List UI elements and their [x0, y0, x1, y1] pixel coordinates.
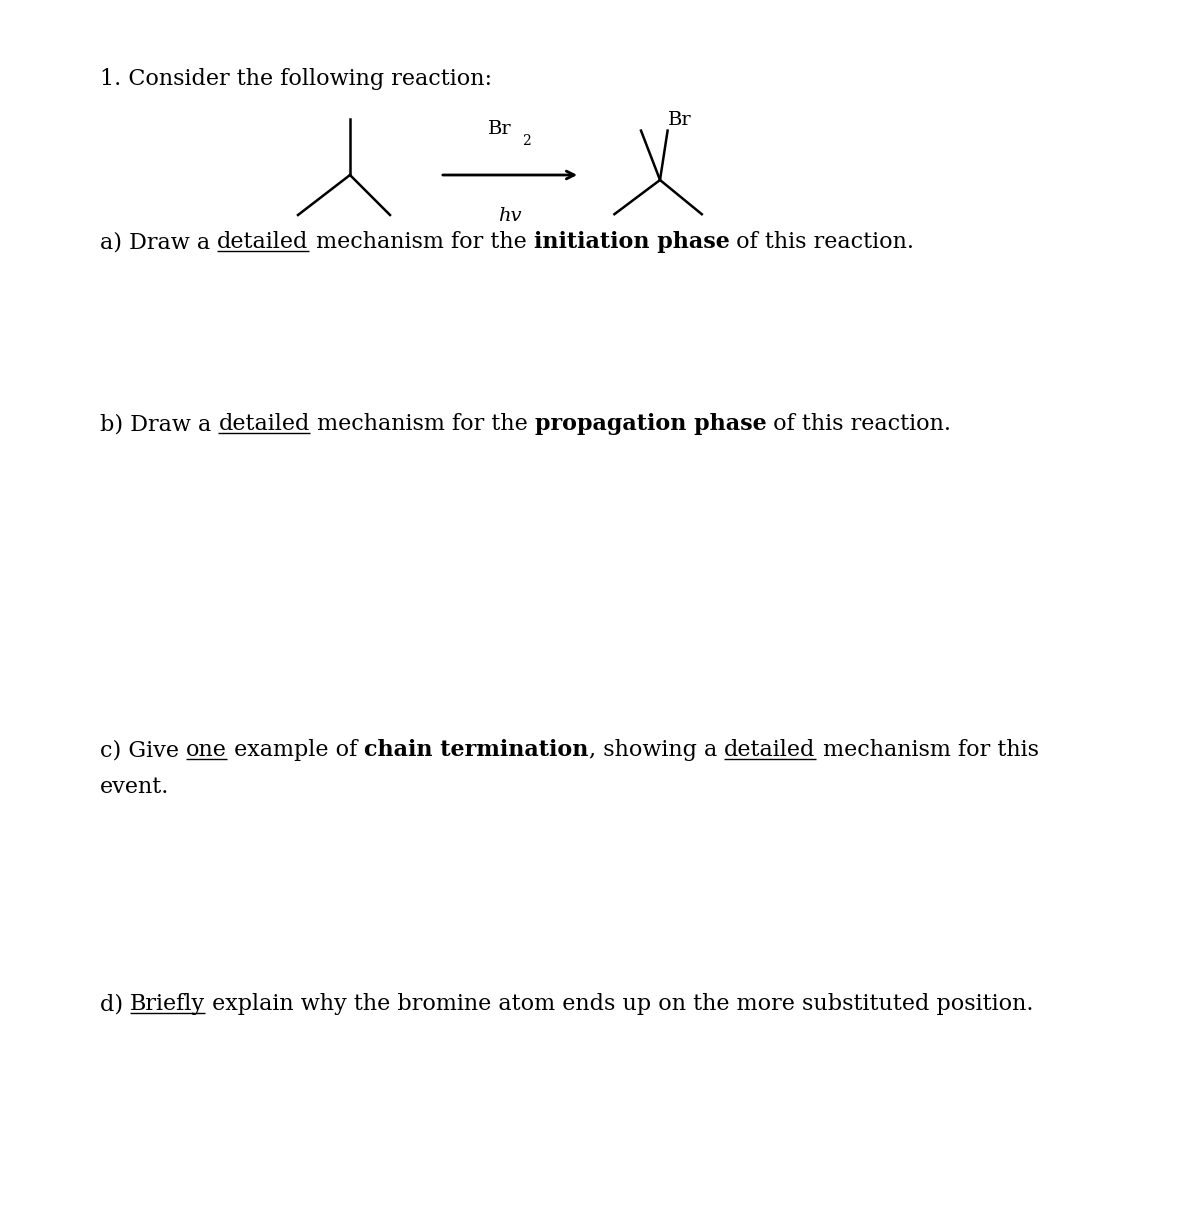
Text: of this reaction.: of this reaction. — [767, 412, 952, 435]
Text: 2: 2 — [522, 133, 530, 148]
Text: mechanism for the: mechanism for the — [308, 230, 534, 254]
Text: example of: example of — [227, 739, 365, 761]
Text: event.: event. — [100, 776, 169, 798]
Text: d): d) — [100, 993, 131, 1015]
Text: detailed: detailed — [217, 230, 308, 254]
Text: a) Draw a: a) Draw a — [100, 230, 217, 254]
Text: hv: hv — [498, 207, 522, 224]
Text: Briefly: Briefly — [131, 993, 205, 1015]
Text: detailed: detailed — [724, 739, 816, 761]
Text: initiation phase: initiation phase — [534, 230, 730, 254]
Text: , showing a: , showing a — [589, 739, 724, 761]
Text: 1. Consider the following reaction:: 1. Consider the following reaction: — [100, 68, 492, 90]
Text: Br: Br — [668, 110, 692, 129]
Text: Br: Br — [488, 120, 512, 138]
Text: b) Draw a: b) Draw a — [100, 412, 218, 435]
Text: mechanism for this: mechanism for this — [816, 739, 1038, 761]
Text: propagation phase: propagation phase — [535, 412, 767, 435]
Text: mechanism for the: mechanism for the — [310, 412, 535, 435]
Text: of this reaction.: of this reaction. — [730, 230, 914, 254]
Text: chain termination: chain termination — [365, 739, 589, 761]
Text: detailed: detailed — [218, 412, 310, 435]
Text: c) Give: c) Give — [100, 739, 186, 761]
Text: explain why the bromine atom ends up on the more substituted position.: explain why the bromine atom ends up on … — [205, 993, 1034, 1015]
Text: one: one — [186, 739, 227, 761]
